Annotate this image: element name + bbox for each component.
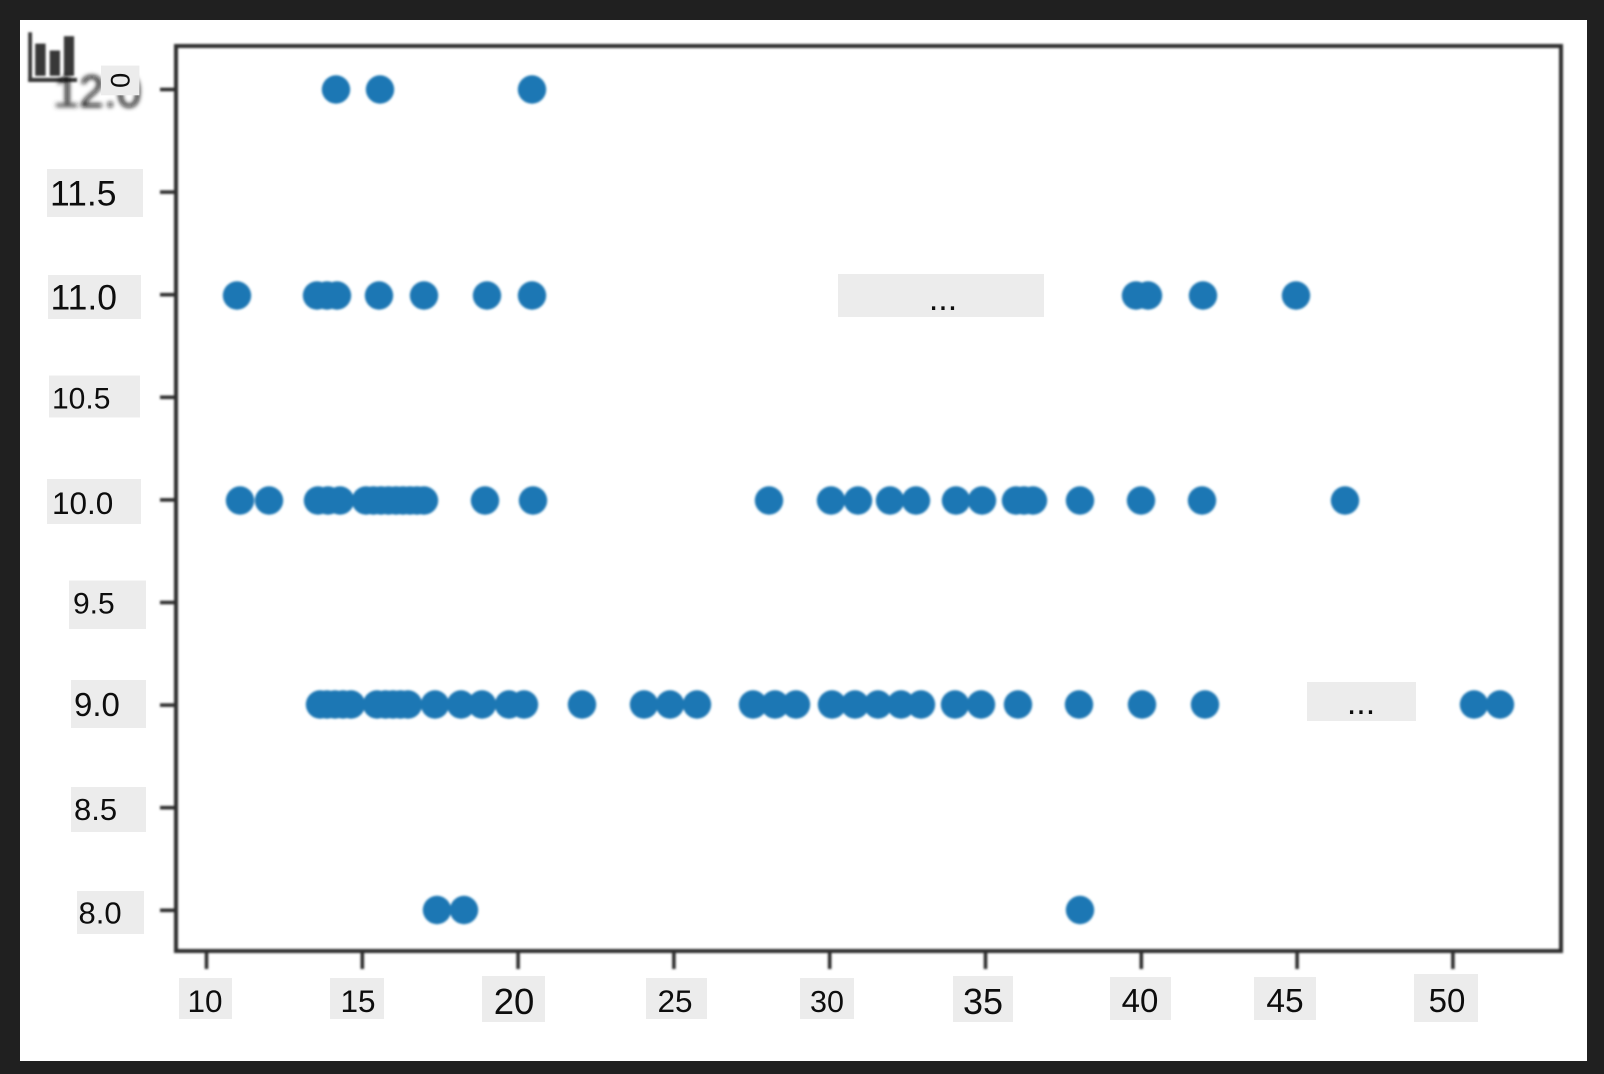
svg-text:10.5: 10.5: [52, 383, 110, 416]
svg-text:10: 10: [187, 983, 222, 1019]
svg-text:35: 35: [963, 981, 1003, 1022]
svg-text:10.0: 10.0: [52, 485, 113, 521]
svg-text:9.5: 9.5: [73, 588, 115, 621]
svg-text:40: 40: [1122, 982, 1159, 1019]
svg-text:...: ...: [929, 280, 957, 318]
svg-text:25: 25: [657, 983, 692, 1019]
svg-text:8.0: 8.0: [79, 896, 122, 931]
svg-text:0: 0: [105, 73, 135, 88]
svg-text:15: 15: [340, 983, 375, 1019]
svg-text:30: 30: [810, 985, 844, 1019]
svg-text:50: 50: [1429, 982, 1466, 1019]
svg-text:20: 20: [494, 981, 535, 1022]
svg-text:11.5: 11.5: [50, 174, 116, 214]
svg-text:8.5: 8.5: [74, 792, 117, 827]
svg-text:9.0: 9.0: [74, 686, 120, 723]
svg-text:...: ...: [1347, 684, 1375, 722]
svg-text:11.0: 11.0: [51, 278, 117, 318]
svg-text:45: 45: [1266, 983, 1303, 1020]
